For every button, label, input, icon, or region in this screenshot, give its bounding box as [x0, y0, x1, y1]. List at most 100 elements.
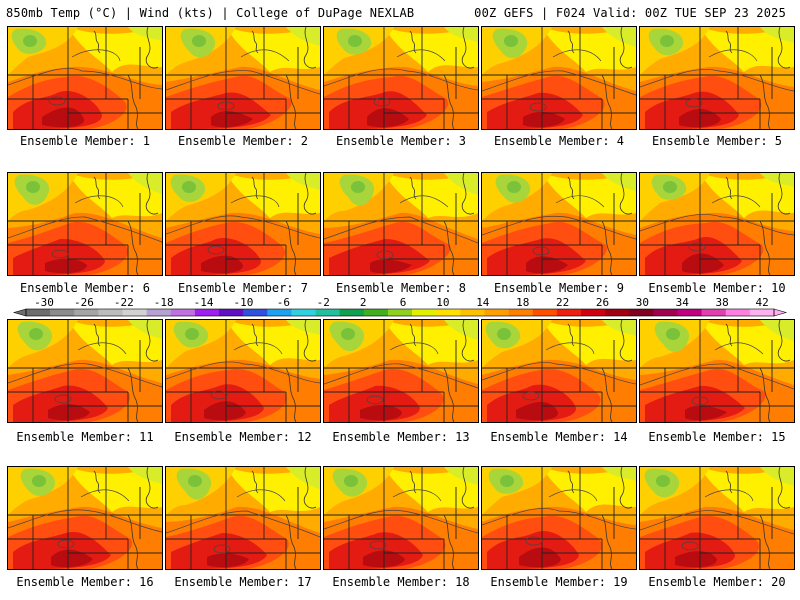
colorbar-tick-label: 38	[716, 297, 729, 309]
state-boundaries	[482, 467, 636, 569]
field-yellow-northeast	[542, 467, 636, 512]
ensemble-member-map	[165, 466, 321, 570]
ensemble-member-map	[639, 466, 795, 570]
state-boundaries	[640, 27, 794, 129]
field-green-core	[663, 181, 677, 193]
state-boundaries	[166, 173, 320, 275]
ensemble-member-map	[481, 172, 637, 276]
field-green-northeast	[286, 320, 320, 335]
ensemble-member-map	[165, 172, 321, 276]
temperature-contours	[8, 342, 162, 404]
field-dark-red	[48, 404, 90, 421]
field-green-northeast	[602, 27, 636, 47]
field-green-core	[507, 181, 521, 193]
temperature-contours	[640, 49, 794, 108]
run-valid-time: 00Z GEFS | F024 Valid: 00Z TUE SEP 23 20…	[474, 6, 786, 20]
temperature-contours	[640, 195, 794, 252]
field-green-core	[341, 328, 355, 340]
temperature-contours	[8, 49, 162, 106]
temperature-contours	[166, 342, 320, 400]
chart-title: 850mb Temp (°C) | Wind (kts) | College o…	[6, 6, 415, 20]
field-green-northeast	[760, 173, 794, 187]
field-green-northeast	[286, 173, 320, 190]
field-green-northeast	[444, 467, 478, 485]
field-yellow-northeast	[384, 467, 478, 512]
colorbar-swatch	[387, 309, 413, 316]
field-yellow-northeast	[542, 173, 636, 218]
ensemble-member-label: Ensemble Member: 10	[648, 281, 786, 295]
colorbar-swatch	[170, 309, 196, 316]
state-boundaries	[482, 27, 636, 129]
temperature-contours	[166, 489, 320, 554]
ensemble-member-label: Ensemble Member: 3	[335, 134, 467, 148]
coast-rivers	[409, 173, 475, 275]
state-boundaries	[482, 173, 636, 275]
field-green-core	[504, 35, 518, 47]
ensemble-member-map	[7, 319, 163, 423]
ensemble-member-map	[323, 466, 479, 570]
colorbar-swatch	[339, 309, 365, 316]
state-boundaries	[324, 173, 478, 275]
field-green-northeast	[128, 27, 162, 41]
ensemble-member-label: Ensemble Member: 20	[648, 575, 786, 589]
colorbar-swatch	[701, 309, 727, 316]
colorbar-low-arrow	[12, 308, 27, 317]
colorbar-swatch	[50, 309, 75, 316]
field-green-core	[666, 328, 680, 340]
field-dark-red	[685, 405, 727, 421]
coast-rivers	[251, 27, 317, 129]
coast-rivers	[567, 173, 633, 275]
colorbar-tick-label: 22	[556, 297, 569, 309]
field-green-core	[497, 328, 511, 340]
colorbar-swatch	[749, 309, 775, 316]
field-yellow-northeast	[542, 27, 636, 72]
colorbar-tick-label: -26	[74, 297, 94, 309]
colorbar-swatch	[315, 309, 340, 316]
field-dark-red	[42, 107, 85, 128]
temperature-contours	[640, 342, 794, 406]
ensemble-member-map	[323, 26, 479, 130]
colorbar-tick-label: 34	[676, 297, 690, 309]
temperature-contours	[324, 489, 478, 550]
ensemble-member-label: Ensemble Member: 15	[648, 430, 786, 444]
ensemble-member-map	[639, 319, 795, 423]
field-green-core	[351, 181, 365, 193]
state-boundaries	[8, 27, 162, 129]
colorbar-swatch	[725, 309, 751, 316]
field-green-northeast	[444, 173, 478, 195]
ensemble-member-label: Ensemble Member: 14	[490, 430, 628, 444]
colorbar-tick-label: 6	[400, 297, 407, 309]
field-green-core	[656, 475, 670, 487]
field-green-northeast	[128, 173, 162, 194]
field-dark-red	[51, 549, 93, 568]
field-dark-red	[682, 253, 724, 274]
field-yellow-northeast	[700, 27, 794, 72]
colorbar-swatch	[146, 309, 172, 316]
field-green-northeast	[760, 320, 794, 341]
temperature-contours	[482, 195, 636, 256]
temperature-contours	[640, 489, 794, 551]
ensemble-member-label: Ensemble Member: 11	[16, 430, 154, 444]
field-green-northeast	[286, 467, 320, 489]
colorbar-tick-label: -2	[317, 297, 330, 309]
field-green-core	[500, 475, 514, 487]
colorbar-tick-label: 2	[360, 297, 367, 309]
colorbar-swatch	[363, 309, 389, 316]
ensemble-member-label: Ensemble Member: 5	[651, 134, 783, 148]
ensemble-member-map	[323, 319, 479, 423]
state-boundaries	[640, 173, 794, 275]
ensemble-member-map	[165, 319, 321, 423]
field-dark-red	[519, 547, 561, 568]
field-green-core	[23, 35, 37, 47]
field-dark-red	[207, 553, 249, 568]
field-green-northeast	[760, 27, 794, 43]
field-yellow-northeast	[226, 27, 320, 72]
field-green-northeast	[444, 27, 478, 42]
field-green-core	[26, 181, 40, 193]
colorbar-tick-label: -14	[194, 297, 214, 309]
field-yellow-northeast	[384, 27, 478, 72]
field-yellow-northeast	[68, 467, 162, 512]
field-yellow-northeast	[226, 320, 320, 365]
colorbar-swatch	[26, 309, 51, 316]
ensemble-member-map	[165, 26, 321, 130]
